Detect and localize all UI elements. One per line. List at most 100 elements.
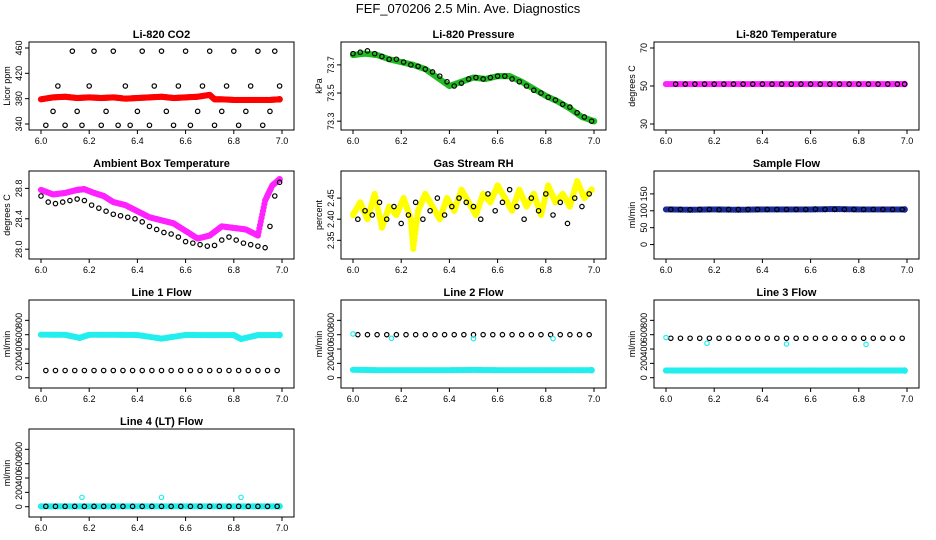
data-point <box>523 83 530 89</box>
data-point <box>579 203 585 210</box>
data-point <box>110 503 117 510</box>
data-point <box>62 122 68 129</box>
data-point <box>841 206 848 213</box>
data-point <box>499 199 506 206</box>
data-point <box>778 81 785 87</box>
data-point <box>238 494 244 501</box>
data-point <box>774 206 780 213</box>
data-point <box>663 334 669 341</box>
x-tick-label: 6.6 <box>804 394 817 404</box>
data-point <box>271 48 278 54</box>
data-point <box>393 331 400 338</box>
x-tick-label: 6.4 <box>443 265 456 275</box>
data-point <box>458 80 465 86</box>
x-tick-label: 6.8 <box>228 265 241 275</box>
data-point <box>247 241 254 248</box>
data-point <box>255 503 261 510</box>
data-point <box>168 367 174 374</box>
data-point <box>67 197 73 204</box>
x-tick-label: 7.0 <box>276 523 289 533</box>
y-axis-label: degrees C <box>2 194 12 236</box>
data-point <box>415 63 421 70</box>
x-tick-label: 6.2 <box>708 394 721 404</box>
series-2-5-min-ave <box>355 331 592 338</box>
data-point <box>110 211 117 218</box>
data-point <box>199 83 206 89</box>
data-point <box>255 243 261 249</box>
plot-frame <box>340 170 607 260</box>
data-point <box>393 56 400 63</box>
data-point <box>355 216 361 223</box>
data-point <box>899 335 905 342</box>
data-point <box>211 122 218 129</box>
x-tick-label: 7.0 <box>588 394 601 404</box>
x-tick-label: 7.0 <box>588 265 601 275</box>
data-point <box>127 122 133 129</box>
data-point <box>43 367 49 374</box>
data-point <box>855 81 862 87</box>
data-point <box>557 199 564 206</box>
y-tick-label: 70 <box>639 43 649 53</box>
x-tick-label: 7.0 <box>276 394 289 404</box>
x-tick-label: 6.0 <box>347 394 360 404</box>
data-point <box>465 76 472 82</box>
data-point <box>267 108 273 115</box>
y-tick-label: 2.35 <box>326 232 336 250</box>
data-point <box>798 81 804 87</box>
series-cyan-spikes <box>663 334 869 348</box>
data-point <box>264 367 271 374</box>
data-point <box>120 503 126 510</box>
data-point <box>499 331 506 338</box>
data-point <box>69 48 76 54</box>
data-point <box>357 49 364 56</box>
x-tick-label: 6.4 <box>131 394 144 404</box>
data-point <box>81 197 88 204</box>
data-point <box>122 83 129 89</box>
data-point <box>696 206 703 213</box>
data-point <box>473 74 479 81</box>
series-2-5-min-ave <box>672 81 908 87</box>
x-tick-label: 6.4 <box>131 265 144 275</box>
data-point <box>788 81 795 87</box>
data-point <box>74 196 80 202</box>
data-point <box>139 367 146 374</box>
y-tick-label: 73.5 <box>326 84 336 102</box>
x-tick-label: 6.4 <box>443 394 456 404</box>
data-point <box>567 104 573 110</box>
data-point <box>158 367 165 374</box>
data-point <box>547 331 554 338</box>
data-point <box>427 207 433 214</box>
x-tick-label: 6.8 <box>853 136 866 146</box>
data-point <box>851 335 857 342</box>
data-point <box>774 335 780 342</box>
data-point <box>235 122 242 129</box>
plot-frame <box>653 170 920 260</box>
data-point <box>117 212 124 219</box>
data-point <box>161 229 167 236</box>
data-point <box>434 195 441 201</box>
plot-frame <box>340 41 607 131</box>
y-tick-label: 600 <box>14 327 24 342</box>
data-point <box>218 108 225 115</box>
data-point <box>110 48 117 54</box>
chart-title: Li-820 Pressure <box>433 29 515 41</box>
data-point <box>807 81 814 87</box>
data-point <box>880 206 886 213</box>
y-tick-label: 73.7 <box>326 56 336 74</box>
data-point <box>81 367 88 374</box>
data-point <box>187 367 194 374</box>
data-point <box>901 81 908 87</box>
y-tick-label: 800 <box>14 313 24 328</box>
data-point <box>190 240 196 246</box>
data-point <box>422 66 429 72</box>
y-tick-label: 600 <box>14 456 24 471</box>
data-point <box>716 335 722 342</box>
data-point <box>274 367 280 374</box>
x-tick-label: 6.0 <box>660 394 673 404</box>
data-point <box>449 203 455 210</box>
y-tick-label: 600 <box>326 327 336 342</box>
x-tick-label: 6.6 <box>179 523 192 533</box>
data-point <box>574 109 580 116</box>
data-point <box>521 216 527 223</box>
data-point <box>429 69 436 75</box>
